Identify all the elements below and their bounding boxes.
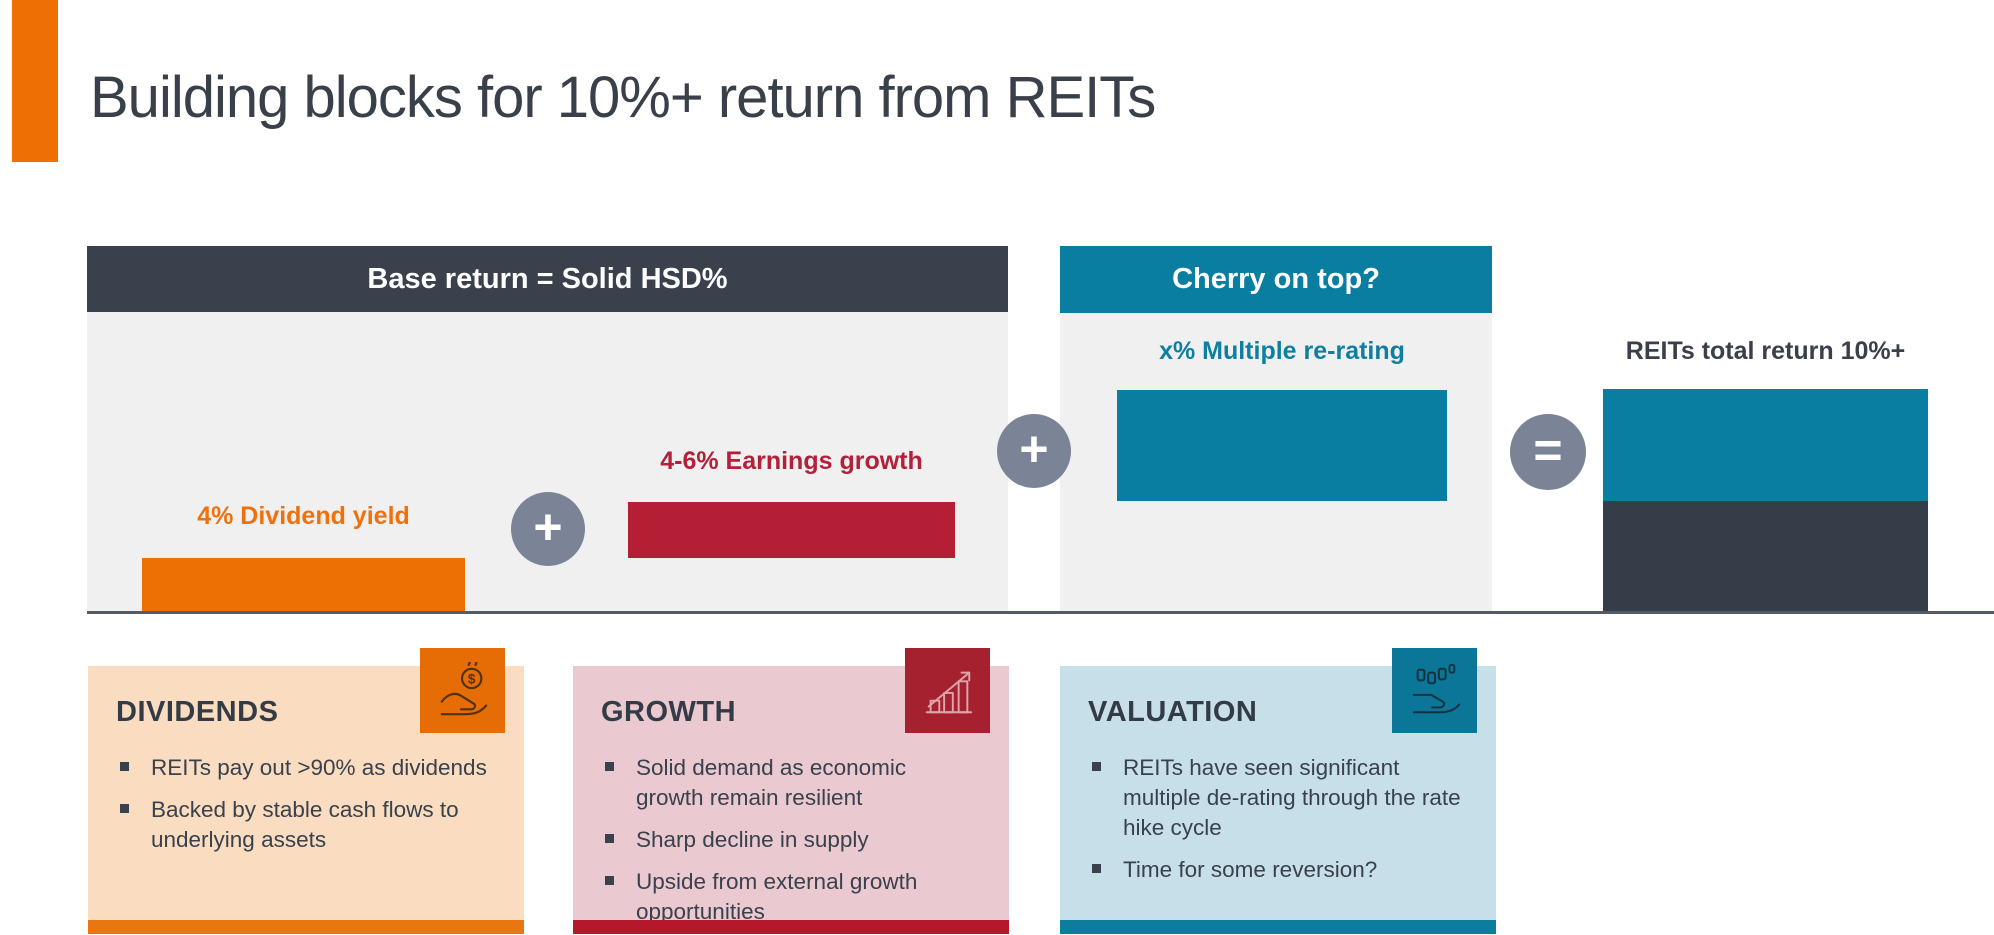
list-item: Solid demand as economic growth remain r… <box>601 753 979 813</box>
card-accent-strip <box>88 920 524 934</box>
card-accent-strip <box>1060 920 1496 934</box>
cherry-on-top-header: Cherry on top? <box>1060 246 1492 313</box>
bullet-icon <box>120 804 129 813</box>
coins-hand-icon <box>1392 648 1477 733</box>
list-item: REITs have seen significant multiple de-… <box>1088 753 1466 843</box>
page-title: Building blocks for 10%+ return from REI… <box>90 65 1156 130</box>
growth-card: GROWTH Solid demand as economic growth r… <box>573 648 1009 934</box>
dividend-yield-bar <box>142 558 465 612</box>
list-item: Upside from external growth opportunitie… <box>601 867 979 927</box>
dividends-card: $ DIVIDENDS REITs pay out >90% as divide… <box>88 648 524 934</box>
bullet-icon <box>1092 864 1101 873</box>
equals-icon: = <box>1510 414 1586 490</box>
card-accent-strip <box>573 920 1009 934</box>
svg-text:$: $ <box>467 671 475 686</box>
multiple-rerating-bar <box>1117 390 1447 501</box>
base-return-header: Base return = Solid HSD% <box>87 246 1008 312</box>
bullet-icon <box>605 834 614 843</box>
earnings-growth-label: 4-6% Earnings growth <box>660 447 923 475</box>
total-return-bar-base-segment <box>1603 501 1928 613</box>
bullet-icon <box>120 762 129 771</box>
multiple-rerating-label: x% Multiple re-rating <box>1159 337 1405 365</box>
card-title: VALUATION <box>1088 696 1258 728</box>
growth-chart-icon <box>905 648 990 733</box>
dividend-yield-label: 4% Dividend yield <box>197 502 410 530</box>
list-item: REITs pay out >90% as dividends <box>116 753 494 783</box>
diagram-baseline <box>87 611 1994 614</box>
earnings-growth-bar <box>628 502 955 558</box>
bullet-icon <box>605 876 614 885</box>
list-item: Time for some reversion? <box>1088 855 1466 885</box>
slide-accent-bar <box>12 0 58 162</box>
card-title: DIVIDENDS <box>116 696 279 728</box>
card-title: GROWTH <box>601 696 737 728</box>
total-return-label: REITs total return 10%+ <box>1625 337 1906 365</box>
valuation-card: VALUATION REITs have seen significant mu… <box>1060 648 1496 934</box>
bullet-icon <box>1092 762 1101 771</box>
bullet-icon <box>605 762 614 771</box>
plus-icon: + <box>511 492 585 566</box>
hand-coin-icon: $ <box>420 648 505 733</box>
list-item: Backed by stable cash flows to underlyin… <box>116 795 494 855</box>
total-return-bar-rerating-segment <box>1603 389 1928 501</box>
list-item: Sharp decline in supply <box>601 825 979 855</box>
plus-icon: + <box>997 414 1071 488</box>
